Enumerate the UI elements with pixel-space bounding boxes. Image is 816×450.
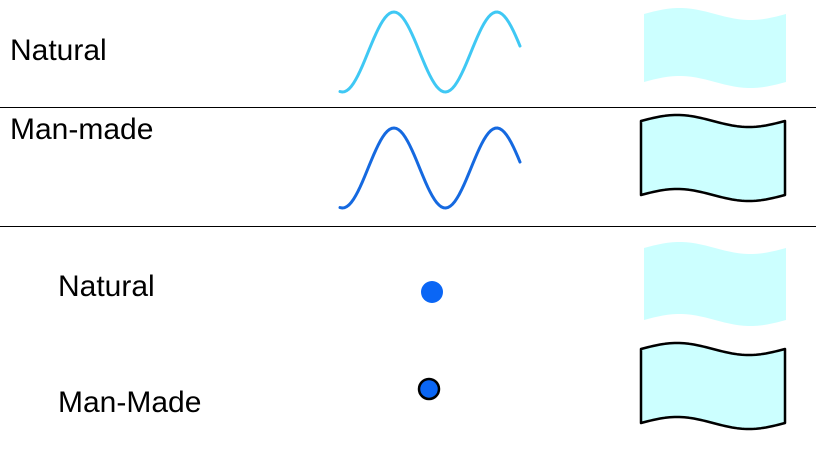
natural-wavy-area-icon bbox=[644, 8, 786, 88]
manmade-wavy-area-icon bbox=[639, 113, 787, 203]
outlined-dot-icon bbox=[417, 377, 441, 401]
filled-dot-icon bbox=[421, 281, 443, 303]
natural-point-wavy-area-icon bbox=[644, 242, 786, 326]
legend-label-manmade-point: Man-Made bbox=[58, 386, 202, 419]
legend-divider-top bbox=[0, 107, 816, 108]
legend-label-manmade-line: Man-made bbox=[10, 113, 154, 146]
manmade-point-wavy-area-icon bbox=[639, 341, 787, 431]
manmade-wave-line-icon bbox=[338, 126, 522, 210]
natural-wave-line-icon bbox=[338, 10, 522, 94]
legend-divider-bottom bbox=[0, 226, 816, 227]
legend-label-natural-line: Natural bbox=[10, 34, 107, 67]
legend-label-natural-point: Natural bbox=[58, 270, 155, 303]
